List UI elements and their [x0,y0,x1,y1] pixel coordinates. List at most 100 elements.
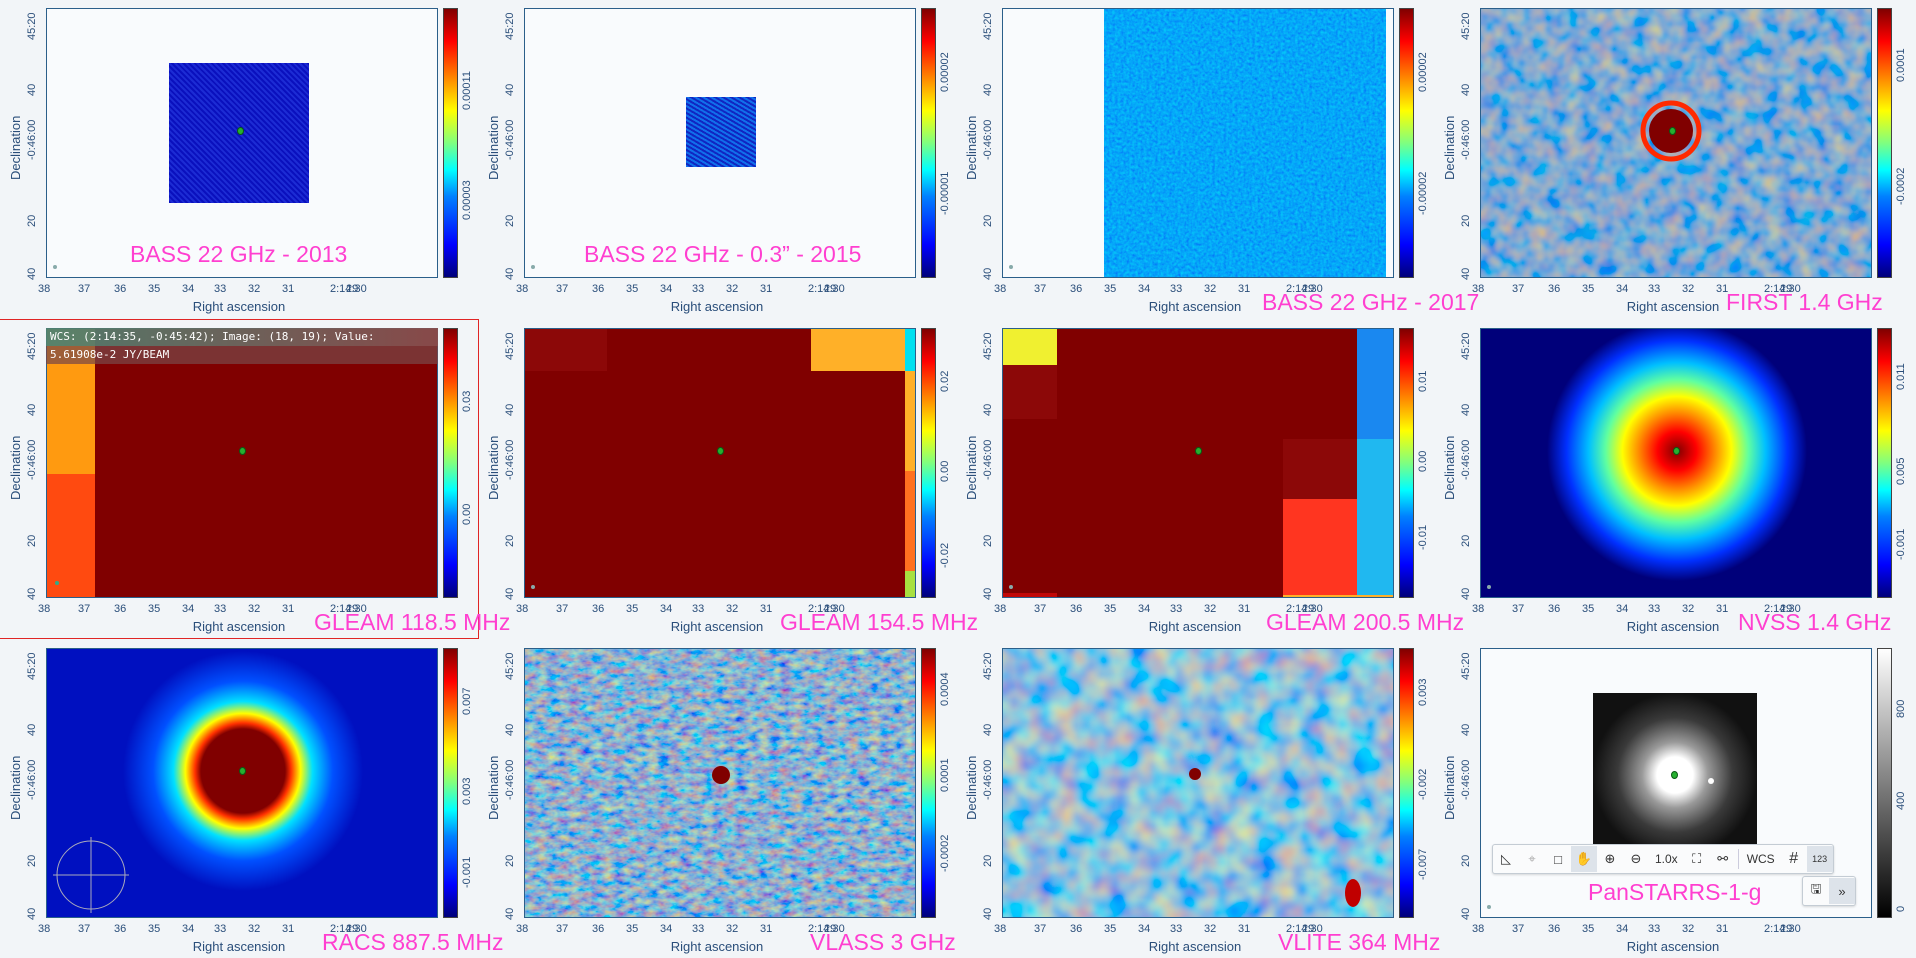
panel-nvss[interactable]: 0.011 0.005 -0.001 Right ascension NVSS 1… [1434,320,1912,638]
panel-gleam-200[interactable]: 0.01 0.00 -0.01 Right ascension GLEAM 200… [956,320,1464,638]
panel-vlass[interactable]: 0.0004 0.0001 -0.0002 Right ascension VLA… [478,640,956,958]
y-tick-label: 40 [982,587,994,600]
x-tick-label: 29 [824,923,837,935]
panel-vlite[interactable]: 0.003 -0.002 -0.007 Right ascension VLITE… [956,640,1440,958]
x-tick-label: 2:14:30 [1764,923,1801,935]
noise-image [1481,9,1871,277]
wcs-toggle-button[interactable]: WCS [1746,852,1775,866]
x-tick-label: 33 [1170,923,1183,935]
colorbar-tick: 0.005 [1895,457,1907,485]
colorbar-tick: 0.00 [1417,450,1429,472]
image-data [47,649,437,917]
image-canvas[interactable] [46,8,438,278]
x-tick-label: 33 [1648,923,1661,935]
x-tick-label: 31 [282,283,295,295]
hand-icon: ✋ [1575,851,1593,866]
zoom-out-button[interactable]: ⊖ [1623,846,1649,872]
pixel-readout: WCS: (2:14:35, -0:45:42); Image: (18, 19… [46,328,438,364]
image-canvas[interactable] [1002,328,1394,598]
x-tick-label: 29 [1302,603,1315,615]
x-tick-label: 35 [1104,283,1117,295]
y-tick-label: 45:20 [982,12,994,40]
panel-title: NVSS 1.4 GHz [1738,609,1892,635]
x-tick-label: 31 [1238,283,1251,295]
zoom-fit-button[interactable]: ⛶ [1684,846,1710,872]
x-axis-label: Right ascension [1626,299,1720,314]
zoom-level-button[interactable]: 1.0x [1655,852,1678,866]
beam-marker [531,585,535,589]
unlink-button[interactable]: ⚯ [1710,846,1736,872]
x-tick-label: 31 [760,923,773,935]
x-axis-label: Right ascension [670,299,764,314]
image-canvas[interactable] [524,8,916,278]
colorbar-tick: 400 [1895,791,1907,810]
x-tick-label: 2:14:30 [1764,283,1801,295]
image-canvas[interactable] [1480,8,1872,278]
source-marker [239,767,246,775]
panel-bass-2015[interactable]: 0.00002 -0.00001 Right ascension BASS 22 … [478,0,956,318]
measure-tool-button[interactable]: ◺ [1493,846,1519,872]
x-tick-label: 34 [1138,603,1151,615]
y-axis-label: Declination [1442,435,1457,500]
unlink-icon: ⚯ [1717,851,1729,866]
x-tick-label: 37 [78,283,91,295]
y-tick-label: -0:46:00 [504,439,516,480]
panel-gleam-118[interactable]: WCS: (2:14:35, -0:45:42); Image: (18, 19… [0,319,510,639]
y-axis-label: Declination [1442,755,1457,820]
x-tick-label: 29 [1780,283,1793,295]
image-canvas[interactable] [1480,328,1872,598]
noise-image [1104,9,1386,277]
image-pixel [905,329,915,371]
x-tick-label: 38 [38,603,51,615]
x-tick-label: 38 [1472,283,1485,295]
x-tick-label: 36 [1070,923,1083,935]
y-axis-label: Declination [8,435,23,500]
x-tick-label: 38 [994,283,1007,295]
x-tick-label: 36 [1070,283,1083,295]
panel-bass-2013[interactable]: 0.00011 0.00003 Right ascension BASS 22 G… [0,0,478,318]
zoom-in-button[interactable]: ⊕ [1597,846,1623,872]
panel-first[interactable]: 0.0001 -0.0002 Right ascension FIRST 1.4 … [1434,0,1912,318]
x-tick-label: 34 [1138,283,1151,295]
y-tick-label: 20 [1460,534,1472,547]
image-pixel [905,371,915,471]
image-canvas[interactable] [46,648,438,918]
x-axis-label: Right ascension [1148,939,1242,954]
colorbar-tick: 0.01 [1417,370,1429,392]
grid-icon: # [1789,850,1799,867]
colorbar-tick: -0.0002 [939,834,951,872]
y-tick-label: 40 [1460,907,1472,920]
image-canvas[interactable] [524,328,916,598]
image-canvas[interactable] [1002,8,1394,278]
panel-panstarrs[interactable]: 800 400 0 Right ascension PanSTARRS-1-g D… [1434,640,1912,958]
grid-toggle-button[interactable]: # [1781,846,1807,872]
y-tick-label: 45:20 [26,652,38,680]
panel-title: RACS 887.5 MHz [322,929,504,955]
x-tick-label: 2:14:30 [808,923,845,935]
panel-gleam-154[interactable]: 0.02 0.00 -0.02 Right ascension GLEAM 154… [478,320,978,638]
x-tick-label: 2:14:30 [808,283,845,295]
image-canvas[interactable] [524,648,916,918]
save-image-button[interactable]: 🖫 [1803,878,1829,904]
image-canvas[interactable] [1002,648,1394,918]
x-tick-label: 36 [114,603,127,615]
colorbar [921,648,936,918]
x-tick-label: 34 [1616,923,1629,935]
center-tool-button[interactable]: ⌖ [1519,846,1545,872]
panel-bass-2017[interactable]: 0.00002 -0.00002 Right ascension BASS 22 … [956,0,1479,318]
x-tick-label: 31 [282,923,295,935]
colorbar-tick: -0.02 [939,542,951,568]
image-canvas[interactable] [46,328,438,598]
select-region-button[interactable]: □ [1545,846,1571,872]
y-tick-label: 45:20 [504,332,516,360]
y-tick-label: 45:20 [1460,652,1472,680]
y-tick-label: 20 [982,534,994,547]
x-tick-label: 35 [148,603,161,615]
expand-toolbar-button[interactable]: » [1829,878,1855,904]
pan-tool-button[interactable]: ✋ [1571,846,1597,872]
y-axis-label: Declination [8,755,23,820]
panel-racs[interactable]: 0.007 0.003 -0.001 Right ascension RACS 8… [0,640,504,958]
pixel-coord-button[interactable]: 123 [1806,846,1833,872]
x-tick-label: 2:14:30 [1286,603,1323,615]
x-tick-label: 29 [1780,603,1793,615]
